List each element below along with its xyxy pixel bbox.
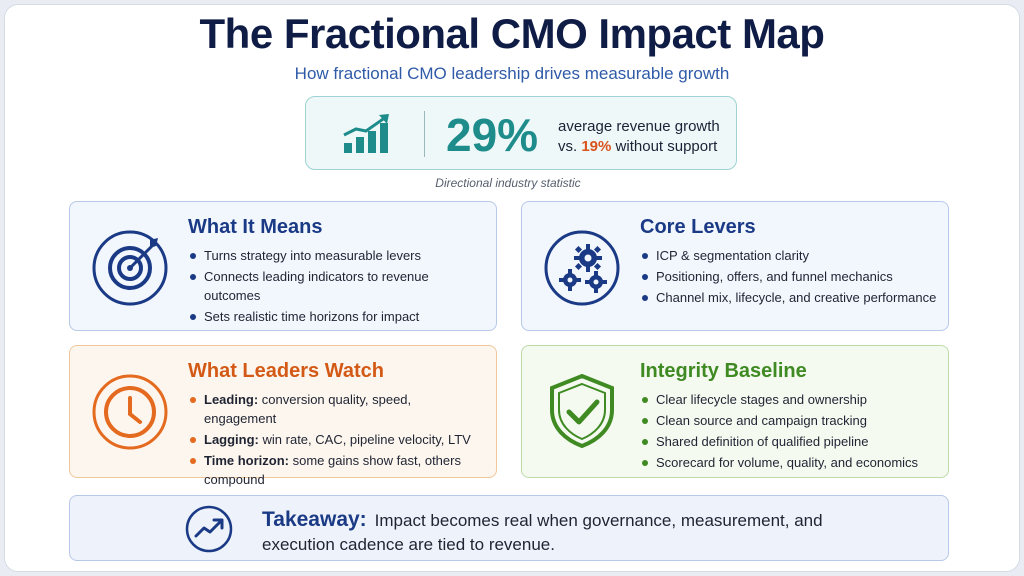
list-item: Scorecard for volume, quality, and econo… xyxy=(640,453,938,472)
takeaway-text: Takeaway: Impact becomes real when govern… xyxy=(262,508,862,557)
gears-icon xyxy=(544,230,620,306)
list-item: Shared definition of qualified pipeline xyxy=(640,432,938,451)
card-what-leaders-watch: What Leaders Watch Leading: conversion q… xyxy=(69,345,497,487)
list-item-text: win rate, CAC, pipeline velocity, LTV xyxy=(262,432,471,447)
stat-value: 29% xyxy=(446,109,539,161)
stat-divider xyxy=(424,111,425,157)
card-title: What Leaders Watch xyxy=(188,360,384,382)
card-list: Turns strategy into measurable levers Co… xyxy=(188,246,486,328)
list-item-label: Time horizon: xyxy=(204,453,289,468)
card-title: What It Means xyxy=(188,216,323,238)
page-title: The Fractional CMO Impact Map xyxy=(199,10,825,57)
stat-description: average revenue growth vs. 19% without s… xyxy=(558,117,720,157)
card-list: ICP & segmentation clarity Positioning, … xyxy=(640,246,938,309)
page-subtitle: How fractional CMO leadership drives mea… xyxy=(294,64,730,83)
list-item: Time horizon: some gains show fast, othe… xyxy=(188,451,486,489)
stat-line-1: average revenue growth xyxy=(558,118,720,135)
stat-box: 29% average revenue growth vs. 19% witho… xyxy=(305,96,737,170)
list-item: Clean source and campaign tracking xyxy=(640,411,938,430)
list-item-text: some gains show fast, others compound xyxy=(204,453,461,487)
card-list: Leading: conversion quality, speed, enga… xyxy=(188,390,486,491)
card-title: Integrity Baseline xyxy=(640,360,807,382)
list-item: Clear lifecycle stages and ownership xyxy=(640,390,938,409)
card-integrity-baseline: Integrity Baseline Clear lifecycle stage… xyxy=(521,345,949,478)
list-item: Sets realistic time horizons for impact xyxy=(188,307,486,326)
list-item: Leading: conversion quality, speed, enga… xyxy=(188,390,486,428)
growth-bar-chart-icon xyxy=(343,114,389,153)
card-core-levers: Core Levers ICP & segmentation clarity P… xyxy=(521,201,949,331)
takeaway-banner: Takeaway: Impact becomes real when govern… xyxy=(69,495,949,561)
stat-note: Directional industry statistic xyxy=(435,176,581,190)
stat-line-2-suffix: without support xyxy=(615,138,718,155)
list-item: Turns strategy into measurable levers xyxy=(188,246,486,265)
card-what-it-means: What It Means Turns strategy into measur… xyxy=(69,201,497,331)
list-item: ICP & segmentation clarity xyxy=(640,246,938,265)
list-item: Positioning, offers, and funnel mechanic… xyxy=(640,267,938,286)
list-item-text: conversion quality, speed, engagement xyxy=(204,392,412,426)
clock-icon xyxy=(92,374,168,450)
stat-line-2: vs. 19% without support xyxy=(558,137,720,157)
list-item: Connects leading indicators to revenue o… xyxy=(188,267,486,305)
card-list: Clear lifecycle stages and ownership Cle… xyxy=(640,390,938,474)
target-icon xyxy=(92,230,168,306)
takeaway-body: Impact becomes real when governance, mea… xyxy=(262,511,823,554)
shield-check-icon xyxy=(550,373,614,449)
trend-up-icon xyxy=(185,505,233,553)
list-item-label: Lagging: xyxy=(204,432,259,447)
list-item-label: Leading: xyxy=(204,392,259,407)
list-item: Channel mix, lifecycle, and creative per… xyxy=(640,288,938,307)
stat-line-2-prefix: vs. xyxy=(558,138,578,155)
card-title: Core Levers xyxy=(640,216,756,238)
takeaway-label: Takeaway: xyxy=(262,508,367,531)
stat-comparison-value: 19% xyxy=(581,138,612,155)
list-item: Lagging: win rate, CAC, pipeline velocit… xyxy=(188,430,486,449)
